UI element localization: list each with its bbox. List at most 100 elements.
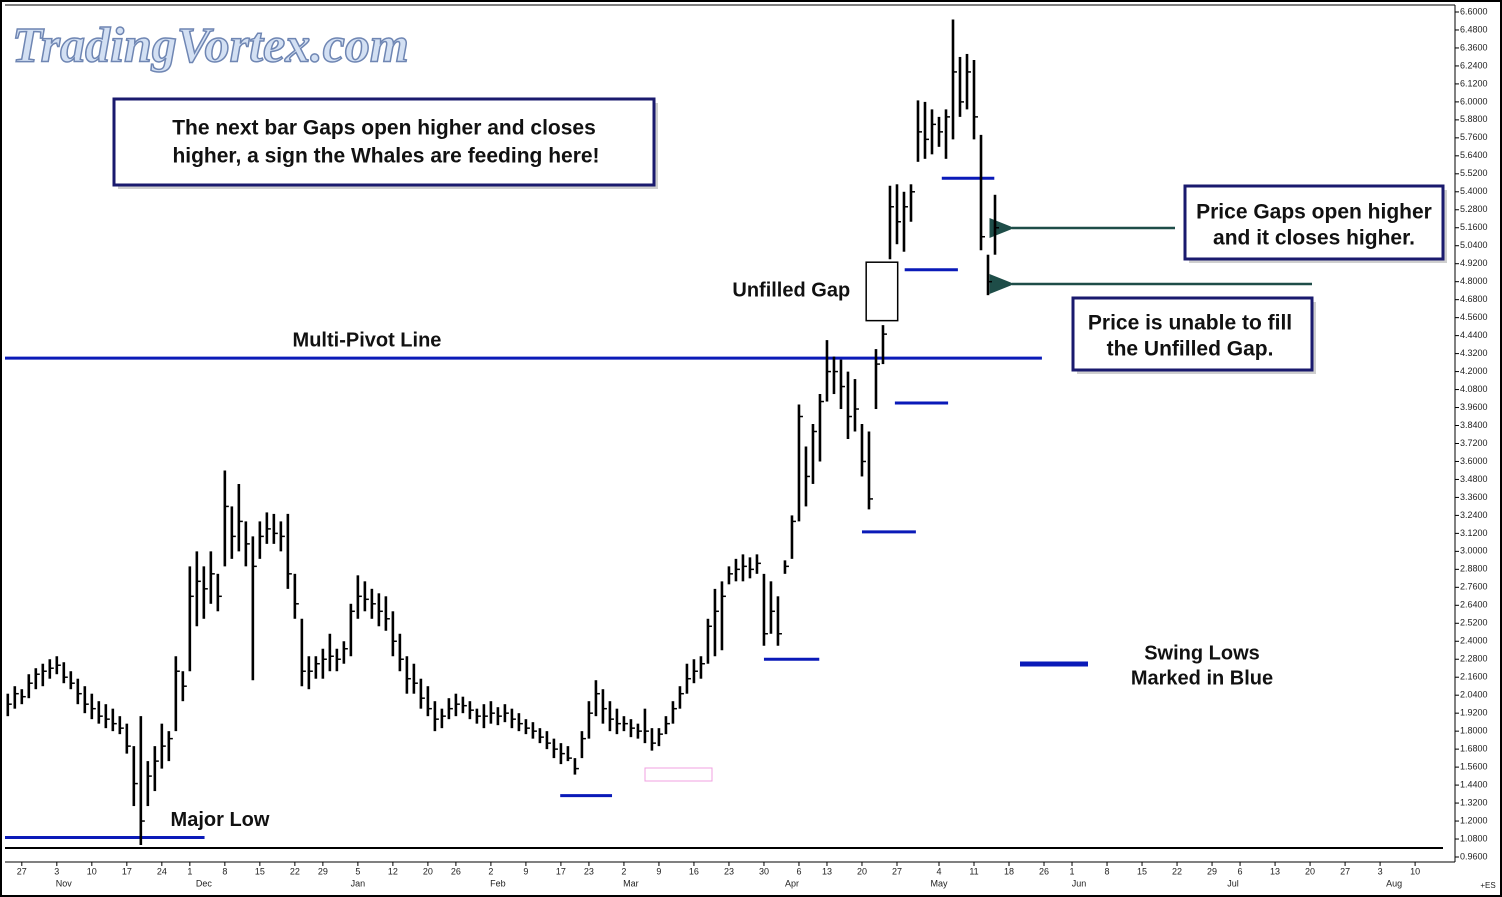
x-tick-label: 12 [388, 866, 398, 876]
x-tick-label: 29 [1207, 866, 1217, 876]
plot: 6.6000 6.4800 6.3600 6.2400 6.1200 6.0000 5.88… [5, 6, 1488, 888]
x-tick-label: 4 [936, 866, 941, 876]
y-tick-label: 6.0000 [1460, 96, 1488, 106]
x-tick-label: 15 [255, 866, 265, 876]
gap-label: Unfilled Gap [732, 280, 850, 302]
x-tick-label: 10 [87, 866, 97, 876]
x-tick-label: 29 [318, 866, 328, 876]
x-tick-label: 11 [969, 866, 978, 876]
y-tick-label: 5.8800 [1460, 114, 1488, 124]
x-tick-label: 3 [1378, 866, 1383, 876]
x-tick-label: 2 [621, 866, 626, 876]
y-tick-label: 3.2400 [1460, 510, 1488, 520]
y-tick-label: 4.6800 [1460, 294, 1488, 304]
y-tick-label: 2.7600 [1460, 582, 1488, 592]
x-tick-label: 27 [892, 866, 902, 876]
y-tick-label: 6.1200 [1460, 78, 1488, 88]
x-tick-label: 18 [1004, 866, 1014, 876]
x-tick-label: 9 [523, 866, 528, 876]
month-label: Feb [490, 878, 506, 888]
y-tick-label: 3.3600 [1460, 492, 1488, 502]
annotation: The next bar Gaps open higher and closes [172, 117, 596, 140]
x-tick-label: 9 [656, 866, 661, 876]
x-tick-label: 27 [17, 866, 27, 876]
major-low-label: Major Low [171, 809, 270, 831]
annotation: Price Gaps open higher [1196, 201, 1432, 224]
month-label: Jun [1072, 878, 1087, 888]
y-tick-label: 5.0400 [1460, 240, 1488, 250]
y-tick-label: 1.8000 [1460, 726, 1488, 736]
highlight [644, 767, 713, 782]
x-tick-label: 15 [1137, 866, 1147, 876]
y-tick-label: 3.8400 [1460, 420, 1488, 430]
y-tick-label: 1.2000 [1460, 815, 1488, 825]
y-tick-label: 3.6000 [1460, 456, 1488, 466]
x-tick-label: 8 [1105, 866, 1110, 876]
corner-label: +ES [1480, 881, 1495, 890]
y-tick-label: 5.1600 [1460, 222, 1488, 232]
logo: TradingVortex.com [12, 16, 409, 72]
y-tick-label: 4.3200 [1460, 348, 1488, 358]
y-tick-label: 3.4800 [1460, 474, 1488, 484]
y-tick-label: 2.6400 [1460, 600, 1488, 610]
annotation: higher, a sign the Whales are feeding he… [172, 145, 599, 168]
gap-box [865, 261, 899, 322]
x-tick-label: 27 [1340, 866, 1350, 876]
x-tick-label: 8 [222, 866, 227, 876]
y-tick-label: 5.4000 [1460, 186, 1488, 196]
y-tick-label: 6.4800 [1460, 24, 1488, 34]
y-tick-label: 4.4400 [1460, 330, 1488, 340]
y-tick-label: 1.6800 [1460, 744, 1488, 754]
y-tick-label: 5.2800 [1460, 204, 1488, 214]
y-tick-label: 6.3600 [1460, 42, 1488, 52]
annotation-box [112, 97, 656, 187]
y-tick-label: 2.0400 [1460, 690, 1488, 700]
x-tick-label: 20 [857, 866, 867, 876]
y-tick-label: 3.0000 [1460, 546, 1488, 556]
legend-text: Marked in Blue [1131, 667, 1273, 689]
y-tick-label: 4.8000 [1460, 276, 1488, 286]
x-tick-label: 26 [451, 866, 461, 876]
annotation: Price is unable to fill [1088, 312, 1292, 335]
x-tick-label: 24 [157, 866, 167, 876]
x-tick-label: 2 [488, 866, 493, 876]
y-tick-label: 6.6000 [1460, 6, 1488, 16]
month-label: Aug [1386, 878, 1402, 888]
pivot-label: Multi-Pivot Line [293, 329, 442, 351]
x-tick-label: 1 [187, 866, 192, 876]
y-tick-label: 5.7600 [1460, 132, 1488, 142]
month-label: Dec [196, 878, 213, 888]
x-tick-label: 6 [796, 866, 801, 876]
month-label: Nov [56, 878, 73, 888]
x-tick-label: 5 [355, 866, 360, 876]
y-tick-label: 1.0800 [1460, 833, 1488, 843]
x-tick-label: 23 [724, 866, 734, 876]
y-tick-label: 1.5600 [1460, 761, 1488, 771]
annotation-box [1183, 184, 1445, 261]
x-tick-label: 1 [1070, 866, 1075, 876]
x-tick-label: 22 [290, 866, 300, 876]
month-label: Mar [623, 878, 639, 888]
x-tick-label: 30 [759, 866, 769, 876]
month-label: May [930, 878, 948, 888]
y-tick-label: 5.5200 [1460, 168, 1488, 178]
y-tick-label: 3.7200 [1460, 438, 1488, 448]
y-tick-label: 2.5200 [1460, 618, 1488, 628]
y-tick-label: 2.8800 [1460, 564, 1488, 574]
y-tick-label: 1.4400 [1460, 779, 1488, 789]
x-tick-label: 20 [423, 866, 433, 876]
annotation: and it closes higher. [1213, 227, 1415, 250]
x-tick-label: 22 [1172, 866, 1182, 876]
x-tick-label: 23 [584, 866, 594, 876]
y-tick-label: 5.6400 [1460, 150, 1488, 160]
x-tick-label: 26 [1039, 866, 1049, 876]
x-tick-label: 13 [822, 866, 832, 876]
annotation-box [1071, 296, 1314, 372]
y-tick-label: 1.9200 [1460, 708, 1488, 718]
y-tick-label: 3.9600 [1460, 402, 1488, 412]
y-tick-label: 4.5600 [1460, 312, 1488, 322]
x-tick-label: 13 [1270, 866, 1280, 876]
y-tick-label: 4.9200 [1460, 258, 1488, 268]
x-tick-label: 16 [689, 866, 699, 876]
x-tick-label: 17 [122, 866, 132, 876]
